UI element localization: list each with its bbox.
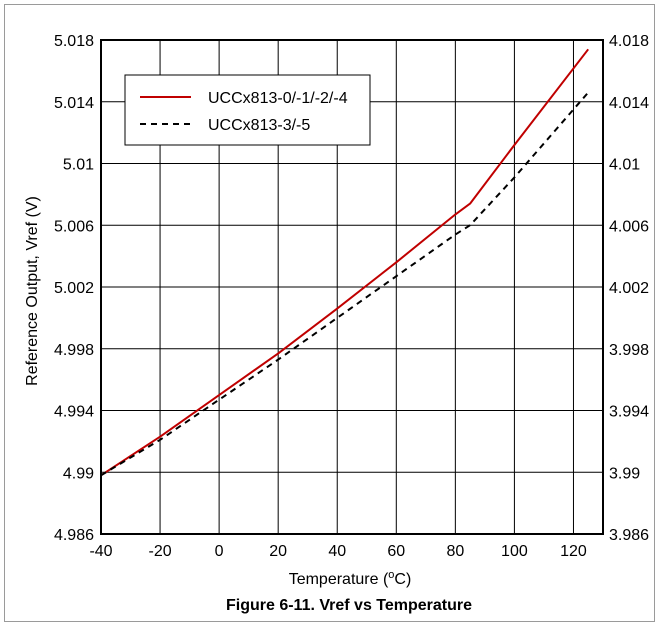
y-axis-ticks-left: 4.986 4.99 4.994 4.998 5.002 5.006 5.01 5.014 5.… bbox=[54, 33, 94, 544]
y-right-tick-label: 4.006 bbox=[609, 218, 649, 235]
y-tick-label: 4.994 bbox=[54, 404, 94, 421]
x-tick-label: 80 bbox=[446, 543, 464, 560]
series-line-2 bbox=[100, 91, 589, 477]
plot-area-border bbox=[100, 39, 604, 535]
x-tick-label: 40 bbox=[328, 543, 346, 560]
y-right-tick-label: 3.99 bbox=[609, 465, 640, 482]
y-tick-label: 5.01 bbox=[63, 157, 94, 174]
y-right-tick-label: 3.994 bbox=[609, 404, 649, 421]
y-axis-ticks-right: 3.986 3.99 3.994 3.998 4.002 4.006 4.01 4.014 4.… bbox=[609, 33, 649, 544]
y-right-tick-label: 4.014 bbox=[609, 95, 649, 112]
legend-label-series-1: UCCx813-0/-1/-2/-4 bbox=[208, 90, 348, 107]
x-tick-label: 60 bbox=[387, 543, 405, 560]
x-axis-label-unit: C) bbox=[394, 571, 411, 588]
x-tick-label: -40 bbox=[89, 543, 112, 560]
series-line-1 bbox=[100, 48, 589, 477]
x-axis-label-main: Temperature ( bbox=[289, 571, 389, 588]
y-right-tick-label: 4.002 bbox=[609, 280, 649, 297]
x-tick-label: 120 bbox=[560, 543, 587, 560]
x-tick-label: 100 bbox=[501, 543, 528, 560]
y-tick-label: 5.006 bbox=[54, 218, 94, 235]
series-layer bbox=[100, 48, 589, 477]
y-tick-label: 5.018 bbox=[54, 33, 94, 50]
legend-box bbox=[124, 74, 371, 146]
y-right-tick-label: 3.998 bbox=[609, 342, 649, 359]
legend-label-series-2: UCCx813-3/-5 bbox=[208, 117, 310, 134]
x-axis-label: Temperature (oC) bbox=[289, 569, 412, 588]
x-tick-label: -20 bbox=[148, 543, 171, 560]
x-tick-label: 0 bbox=[215, 543, 224, 560]
y-tick-label: 5.014 bbox=[54, 95, 94, 112]
y-tick-label: 4.986 bbox=[54, 527, 94, 544]
y-axis-label: Reference Output, Vref (V) bbox=[24, 196, 41, 386]
legend: UCCx813-0/-1/-2/-4 UCCx813-3/-5 bbox=[124, 74, 371, 146]
y-right-tick-label: 3.986 bbox=[609, 527, 649, 544]
y-tick-label: 4.998 bbox=[54, 342, 94, 359]
x-axis-ticks: -40 -20 0 20 40 60 80 100 120 bbox=[89, 543, 586, 560]
y-tick-label: 4.99 bbox=[63, 465, 94, 482]
x-tick-label: 20 bbox=[269, 543, 287, 560]
figure-caption: Figure 6-11. Vref vs Temperature bbox=[226, 597, 472, 614]
y-tick-label: 5.002 bbox=[54, 280, 94, 297]
y-right-tick-label: 4.018 bbox=[609, 33, 649, 50]
y-right-tick-label: 4.01 bbox=[609, 157, 640, 174]
x-axis-label-sup: o bbox=[388, 569, 394, 581]
